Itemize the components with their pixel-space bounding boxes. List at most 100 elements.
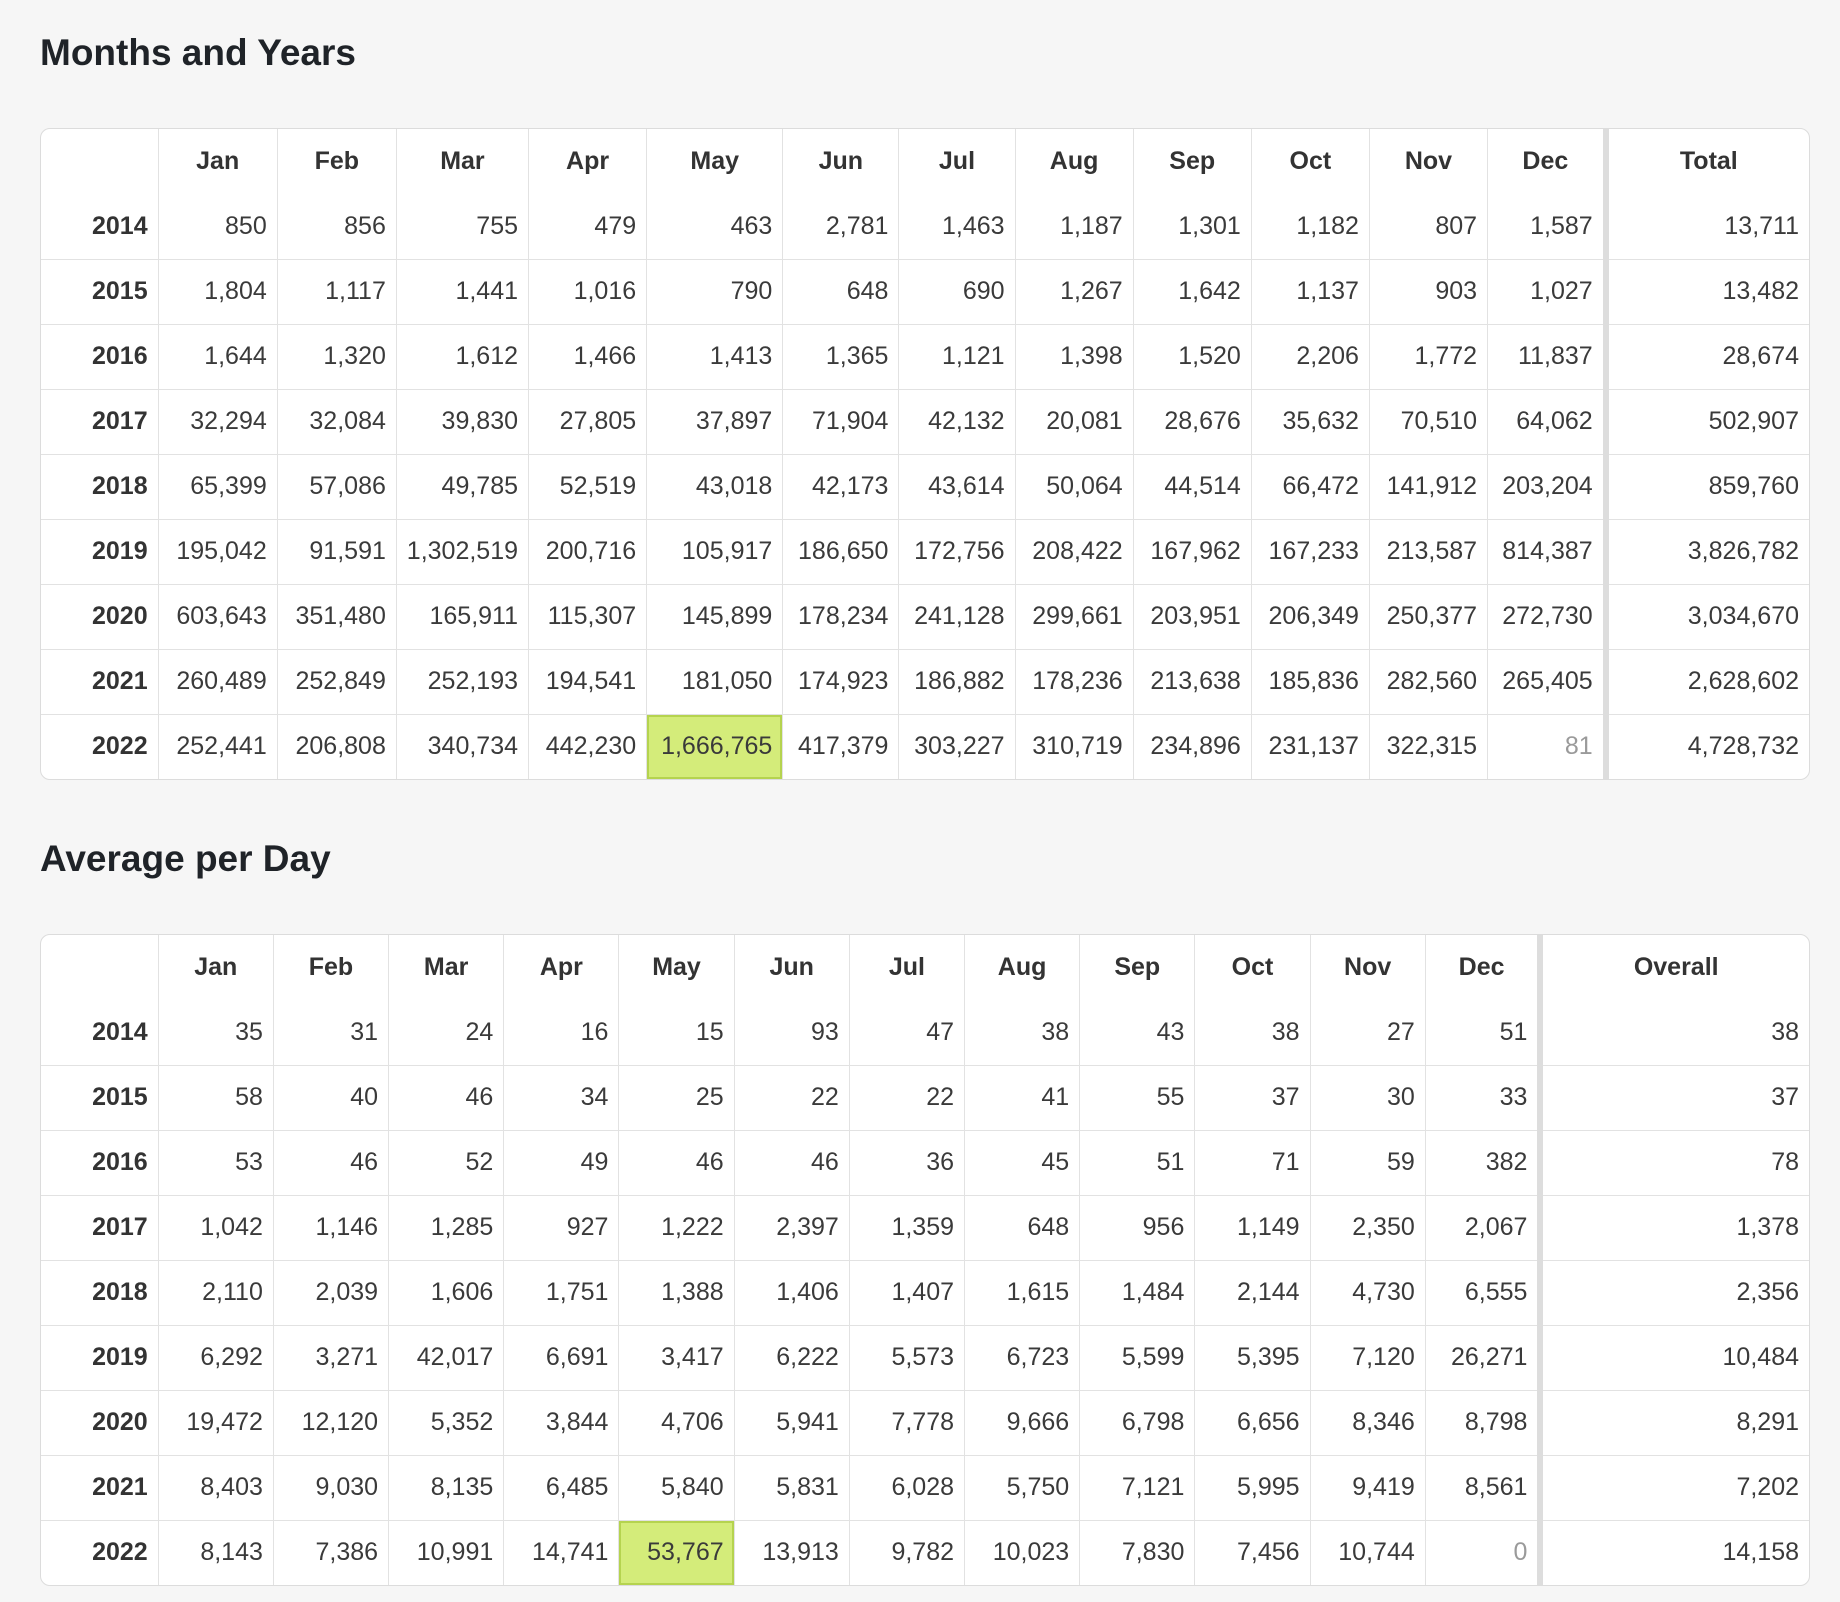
cell-aug: 1,398 bbox=[1015, 324, 1134, 390]
cell-total: 2,628,602 bbox=[1602, 649, 1809, 715]
cell-mar: 42,017 bbox=[388, 1325, 505, 1391]
cell-aug: 208,422 bbox=[1015, 519, 1134, 585]
cell-jan: 195,042 bbox=[158, 519, 278, 585]
cell-apr: 52,519 bbox=[528, 454, 648, 520]
column-header-overall: Overall bbox=[1537, 935, 1809, 1000]
cell-sep: 28,676 bbox=[1133, 389, 1252, 455]
cell-mar: 46 bbox=[388, 1065, 505, 1131]
cell-nov: 903 bbox=[1369, 259, 1489, 325]
cell-oct: 71 bbox=[1194, 1130, 1311, 1196]
cell-may: 1,388 bbox=[618, 1260, 735, 1326]
cell-oct: 7,456 bbox=[1194, 1520, 1311, 1585]
cell-total: 859,760 bbox=[1602, 454, 1809, 520]
cell-sep: 51 bbox=[1079, 1130, 1196, 1196]
row-header-year: 2015 bbox=[41, 1065, 159, 1131]
cell-aug: 38 bbox=[964, 1000, 1081, 1066]
cell-feb: 1,146 bbox=[273, 1195, 390, 1261]
table-row: 2020 603,643 351,480 165,911 115,307 145,899 1… bbox=[41, 584, 1809, 650]
cell-dec: 814,387 bbox=[1487, 519, 1607, 585]
cell-mar: 5,352 bbox=[388, 1390, 505, 1456]
cell-nov: 30 bbox=[1310, 1065, 1426, 1131]
cell-may: 463 bbox=[646, 194, 784, 260]
table-row: 2018 2,110 2,039 1,606 1,751 1,388 1,406 1,407 1… bbox=[41, 1260, 1809, 1326]
column-header-jun: Jun bbox=[734, 935, 850, 1000]
header-corner bbox=[41, 129, 159, 194]
column-header-jan: Jan bbox=[158, 129, 278, 194]
cell-total: 4,728,732 bbox=[1602, 714, 1809, 779]
average-per-day-table-card: Jan Feb Mar Apr May Jun Jul Aug Sep Oct Nov Dec Over… bbox=[40, 934, 1810, 1586]
cell-jun: 2,397 bbox=[734, 1195, 850, 1261]
cell-oct: 35,632 bbox=[1251, 389, 1370, 455]
cell-mar: 165,911 bbox=[396, 584, 530, 650]
cell-jan: 252,441 bbox=[158, 714, 278, 779]
cell-sep: 213,638 bbox=[1133, 649, 1252, 715]
months-years-title: Months and Years bbox=[40, 32, 356, 73]
cell-feb: 32,084 bbox=[277, 389, 397, 455]
row-header-year: 2017 bbox=[41, 1195, 159, 1261]
row-header-year: 2018 bbox=[41, 454, 159, 520]
cell-jan: 850 bbox=[158, 194, 278, 260]
cell-feb: 12,120 bbox=[273, 1390, 390, 1456]
cell-jun: 5,831 bbox=[734, 1455, 850, 1521]
cell-aug: 6,723 bbox=[964, 1325, 1081, 1391]
row-header-year: 2022 bbox=[41, 1520, 159, 1585]
cell-feb: 1,320 bbox=[277, 324, 397, 390]
table-row: 2022 252,441 206,808 340,734 442,230 1,666,76… bbox=[41, 714, 1809, 779]
cell-total: 78 bbox=[1537, 1130, 1809, 1196]
cell-dec: 265,405 bbox=[1487, 649, 1607, 715]
row-header-year: 2021 bbox=[41, 1455, 159, 1521]
cell-dec: 81 bbox=[1487, 714, 1607, 779]
cell-feb: 206,808 bbox=[277, 714, 397, 779]
cell-jul: 5,573 bbox=[849, 1325, 966, 1391]
cell-aug: 178,236 bbox=[1015, 649, 1134, 715]
cell-dec: 6,555 bbox=[1425, 1260, 1541, 1326]
cell-mar: 52 bbox=[388, 1130, 505, 1196]
cell-nov: 59 bbox=[1310, 1130, 1426, 1196]
cell-jul: 22 bbox=[849, 1065, 966, 1131]
cell-total: 502,907 bbox=[1602, 389, 1809, 455]
cell-nov: 70,510 bbox=[1369, 389, 1489, 455]
cell-sep: 44,514 bbox=[1133, 454, 1252, 520]
row-header-year: 2014 bbox=[41, 1000, 159, 1066]
cell-feb: 40 bbox=[273, 1065, 390, 1131]
cell-jun: 648 bbox=[782, 259, 900, 325]
row-header-year: 2022 bbox=[41, 714, 159, 779]
cell-jun: 46 bbox=[734, 1130, 850, 1196]
cell-jan: 260,489 bbox=[158, 649, 278, 715]
months-years-table: Jan Feb Mar Apr May Jun Jul Aug Sep Oct Nov Dec Tota… bbox=[41, 129, 1809, 779]
table-row: 2015 1,804 1,117 1,441 1,016 790 648 690 1,267 1,… bbox=[41, 259, 1809, 325]
cell-oct: 2,206 bbox=[1251, 324, 1370, 390]
cell-jul: 241,128 bbox=[898, 584, 1016, 650]
cell-jul: 1,359 bbox=[849, 1195, 966, 1261]
cell-mar: 1,302,519 bbox=[396, 519, 530, 585]
cell-may: 46 bbox=[618, 1130, 735, 1196]
cell-aug: 1,615 bbox=[964, 1260, 1081, 1326]
cell-apr: 14,741 bbox=[503, 1520, 620, 1585]
row-header-year: 2016 bbox=[41, 1130, 159, 1196]
cell-may: 105,917 bbox=[646, 519, 784, 585]
cell-total: 10,484 bbox=[1537, 1325, 1809, 1391]
cell-feb: 9,030 bbox=[273, 1455, 390, 1521]
column-header-jul: Jul bbox=[849, 935, 966, 1000]
cell-feb: 57,086 bbox=[277, 454, 397, 520]
cell-dec: 1,587 bbox=[1487, 194, 1607, 260]
cell-feb: 91,591 bbox=[277, 519, 397, 585]
cell-mar: 755 bbox=[396, 194, 530, 260]
cell-total: 3,826,782 bbox=[1602, 519, 1809, 585]
cell-jan: 35 bbox=[158, 1000, 274, 1066]
cell-oct: 6,656 bbox=[1194, 1390, 1311, 1456]
cell-sep: 1,520 bbox=[1133, 324, 1252, 390]
cell-nov: 9,419 bbox=[1310, 1455, 1426, 1521]
cell-total: 37 bbox=[1537, 1065, 1809, 1131]
table-row: 2014 35 31 24 16 15 93 47 38 43 38 27 51 38 bbox=[41, 1000, 1809, 1066]
cell-jun: 93 bbox=[734, 1000, 850, 1066]
cell-aug: 648 bbox=[964, 1195, 1081, 1261]
cell-dec: 0 bbox=[1425, 1520, 1541, 1585]
cell-may: 3,417 bbox=[618, 1325, 735, 1391]
table-row: 2019 195,042 91,591 1,302,519 200,716 105,917… bbox=[41, 519, 1809, 585]
column-header-apr: Apr bbox=[528, 129, 648, 194]
column-header-may: May bbox=[646, 129, 784, 194]
cell-jan: 1,644 bbox=[158, 324, 278, 390]
cell-total: 7,202 bbox=[1537, 1455, 1809, 1521]
cell-sep: 5,599 bbox=[1079, 1325, 1196, 1391]
